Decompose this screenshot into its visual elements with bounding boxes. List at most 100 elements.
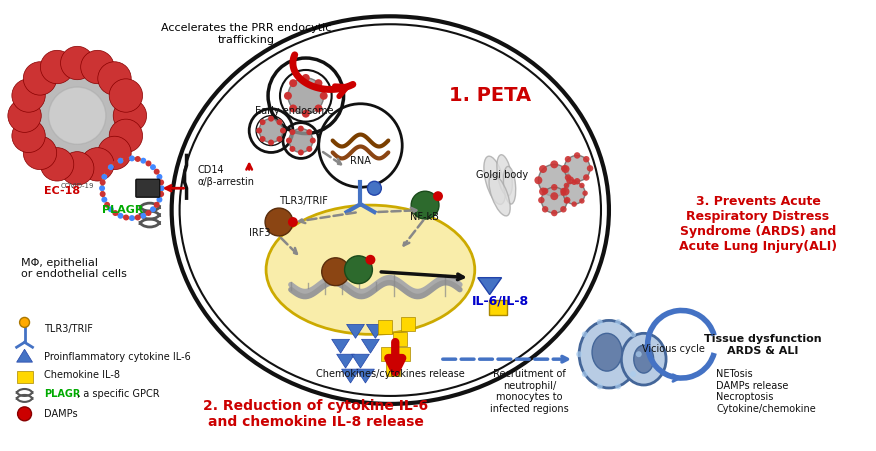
Text: Early endosome: Early endosome [255, 106, 334, 116]
Text: Chemokine IL-8: Chemokine IL-8 [45, 370, 120, 380]
Circle shape [289, 146, 295, 152]
Text: NF-kB: NF-kB [410, 212, 439, 222]
Circle shape [124, 215, 129, 221]
Circle shape [157, 174, 162, 180]
Circle shape [571, 179, 577, 185]
Circle shape [630, 371, 636, 377]
Circle shape [259, 136, 265, 142]
Circle shape [566, 176, 574, 184]
Circle shape [365, 255, 376, 265]
Polygon shape [332, 339, 350, 353]
Circle shape [538, 197, 545, 203]
Circle shape [102, 174, 108, 180]
Polygon shape [366, 324, 385, 338]
Circle shape [560, 188, 567, 194]
Circle shape [289, 129, 295, 135]
Circle shape [561, 190, 566, 196]
Circle shape [551, 210, 557, 216]
Text: Golgi body: Golgi body [476, 170, 528, 180]
Circle shape [550, 161, 558, 168]
Circle shape [550, 192, 558, 200]
Circle shape [60, 152, 94, 185]
Circle shape [433, 191, 443, 201]
Ellipse shape [497, 155, 512, 196]
Circle shape [571, 202, 577, 207]
Circle shape [563, 182, 585, 204]
Ellipse shape [484, 156, 505, 204]
Circle shape [298, 126, 304, 132]
Text: Vicious cycle: Vicious cycle [642, 344, 705, 354]
Text: Chemokines/cytokines release: Chemokines/cytokines release [316, 369, 464, 379]
Circle shape [574, 178, 581, 184]
Circle shape [259, 119, 283, 143]
Bar [401, 318, 415, 331]
Ellipse shape [489, 175, 510, 216]
Polygon shape [362, 339, 379, 353]
Ellipse shape [504, 166, 516, 204]
Circle shape [314, 105, 322, 112]
Circle shape [135, 156, 141, 162]
Text: PLAGR: PLAGR [102, 205, 144, 215]
Circle shape [159, 179, 164, 185]
Circle shape [256, 128, 262, 133]
Circle shape [564, 156, 590, 181]
Circle shape [562, 165, 569, 173]
Circle shape [288, 217, 298, 227]
FancyBboxPatch shape [136, 179, 159, 197]
Circle shape [19, 318, 30, 327]
Circle shape [574, 152, 581, 159]
Circle shape [124, 156, 129, 162]
Circle shape [150, 206, 156, 212]
Circle shape [280, 128, 286, 133]
Circle shape [289, 129, 313, 152]
Bar [489, 299, 506, 315]
Bar [396, 347, 410, 361]
Text: Accelerates the PRR endocytic
trafficking: Accelerates the PRR endocytic traffickin… [161, 23, 331, 45]
Circle shape [344, 256, 372, 284]
Ellipse shape [592, 333, 622, 371]
Text: TLR3/TRIF: TLR3/TRIF [279, 196, 328, 206]
Circle shape [289, 79, 297, 87]
Circle shape [265, 208, 293, 236]
Circle shape [108, 206, 114, 212]
Circle shape [104, 169, 110, 175]
Circle shape [542, 206, 548, 212]
Bar [386, 362, 400, 376]
Circle shape [298, 149, 304, 156]
Text: MΦ, epithelial
or endothelial cells: MΦ, epithelial or endothelial cells [21, 258, 126, 280]
Text: COVID-19: COVID-19 [60, 183, 94, 189]
Text: NETosis
DAMPs release
Necroptosis
Cytokine/chemokine: NETosis DAMPs release Necroptosis Cytoki… [717, 369, 816, 414]
Circle shape [40, 51, 74, 84]
Polygon shape [336, 354, 355, 368]
Circle shape [307, 129, 312, 135]
Polygon shape [342, 369, 359, 383]
Circle shape [99, 185, 105, 191]
Text: 3. Prevents Acute
Respiratory Distress
Syndrome (ARDS) and
Acute Lung Injury(ALI: 3. Prevents Acute Respiratory Distress S… [679, 195, 837, 253]
Circle shape [24, 62, 57, 95]
Circle shape [286, 138, 292, 143]
Circle shape [104, 202, 110, 208]
Text: 1. PETA: 1. PETA [449, 86, 531, 105]
Circle shape [110, 79, 143, 112]
Ellipse shape [266, 205, 475, 334]
Circle shape [98, 136, 131, 170]
Circle shape [18, 407, 32, 421]
Text: Tissue dysfunction
ARDS & ALI: Tissue dysfunction ARDS & ALI [704, 334, 822, 356]
Circle shape [289, 105, 297, 112]
Circle shape [24, 136, 57, 170]
Circle shape [563, 198, 569, 204]
Polygon shape [347, 324, 364, 338]
Circle shape [583, 156, 590, 162]
Circle shape [561, 165, 568, 171]
Circle shape [321, 258, 350, 285]
Circle shape [320, 92, 328, 100]
Circle shape [268, 139, 274, 146]
Circle shape [411, 191, 439, 219]
Circle shape [551, 184, 557, 190]
Text: Recruitment of
neutrophil/
monocytes to
infected regions: Recruitment of neutrophil/ monocytes to … [490, 369, 569, 414]
Circle shape [100, 191, 106, 197]
Circle shape [288, 78, 324, 114]
Text: , a specific GPCR: , a specific GPCR [77, 389, 159, 399]
Circle shape [140, 158, 146, 164]
Circle shape [277, 136, 282, 142]
